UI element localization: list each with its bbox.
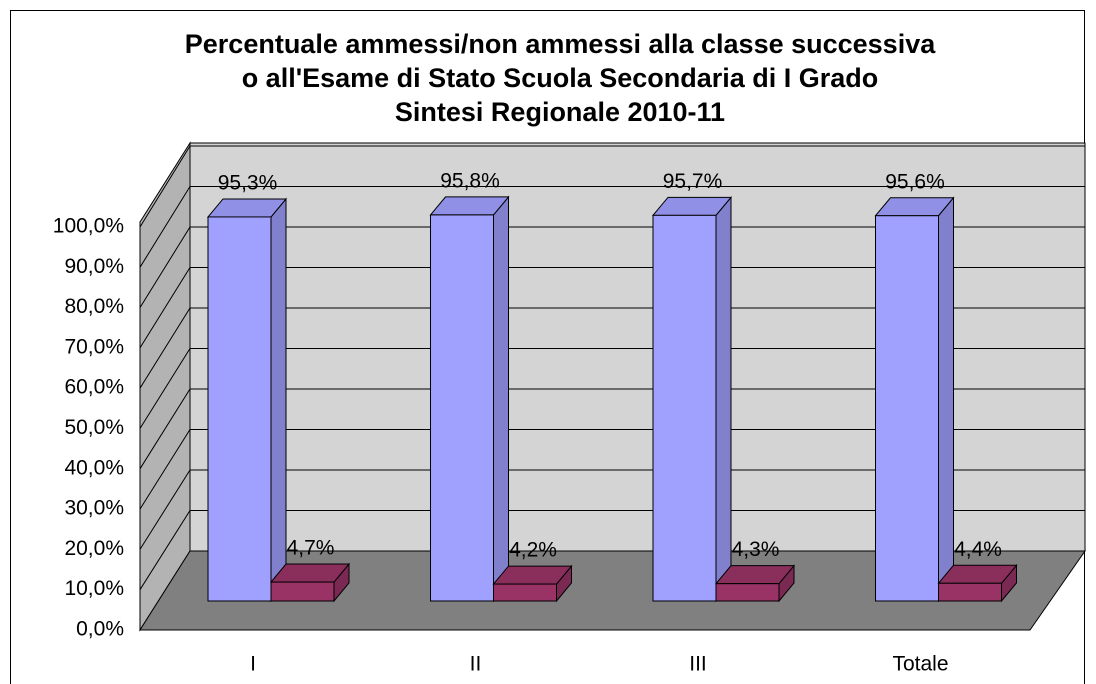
value-label: 95,3% — [218, 171, 278, 194]
bar — [430, 214, 494, 602]
y-tick-label: 40,0% — [64, 456, 124, 479]
grid-line — [139, 226, 1085, 308]
value-label: 4,7% — [287, 537, 335, 560]
value-label: 4,4% — [954, 538, 1002, 561]
y-tick-label: 60,0% — [64, 376, 124, 399]
value-label: 95,6% — [885, 170, 945, 193]
value-label: 4,3% — [732, 538, 780, 561]
y-tick-label: 90,0% — [64, 255, 124, 278]
bar — [652, 214, 717, 602]
y-tick-label: 80,0% — [64, 295, 124, 318]
grid-line — [139, 307, 1085, 389]
value-label: 4,2% — [509, 539, 557, 562]
bar — [270, 581, 335, 602]
y-tick-label: 0,0% — [76, 618, 124, 641]
bar-side — [938, 196, 954, 603]
bar — [715, 583, 780, 602]
chart-title: Percentuale ammessi/non ammessi alla cla… — [185, 29, 936, 59]
y-tick-label: 30,0% — [64, 497, 124, 520]
bar-side — [493, 195, 509, 603]
x-tick-label: I — [250, 653, 256, 676]
y-tick-label: 20,0% — [64, 537, 124, 560]
y-tick-label: 100,0% — [53, 215, 124, 238]
grid-line — [139, 145, 1085, 228]
y-tick-label: 10,0% — [64, 577, 124, 600]
x-tick-label: Totale — [892, 653, 948, 676]
x-tick-label: III — [689, 653, 707, 676]
grid-line — [139, 186, 1085, 268]
value-label: 95,7% — [663, 170, 723, 193]
bar — [938, 582, 1002, 602]
grid-line — [139, 429, 1085, 510]
grid-line — [139, 388, 1085, 470]
value-label: 95,8% — [440, 169, 500, 192]
y-tick-label: 50,0% — [64, 416, 124, 439]
bar — [875, 215, 939, 602]
side-wall — [139, 141, 191, 632]
grid-line — [139, 510, 1085, 590]
grid-line — [139, 469, 1085, 550]
chart-title: o all'Esame di Stato Scuola Secondaria d… — [242, 63, 879, 93]
y-tick-label: 70,0% — [64, 335, 124, 358]
bar — [207, 216, 272, 602]
bar-side — [270, 197, 287, 603]
floor — [139, 550, 1086, 631]
x-tick-label: II — [470, 653, 482, 676]
bar-side — [715, 195, 732, 603]
bar — [493, 583, 557, 602]
grid-line — [139, 267, 1085, 349]
chart-title: Sintesi Regionale 2010-11 — [395, 97, 725, 127]
grid-line — [139, 348, 1085, 429]
